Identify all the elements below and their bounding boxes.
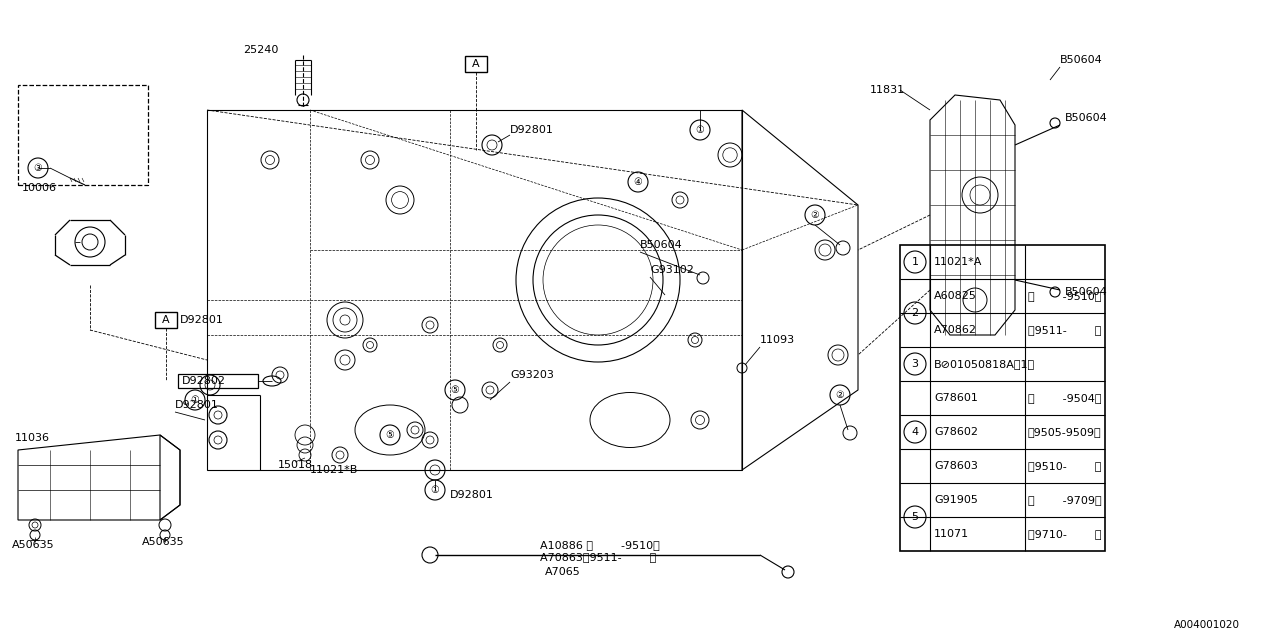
Text: A50635: A50635 (12, 540, 55, 550)
Text: 〈        -9709〉: 〈 -9709〉 (1028, 495, 1102, 505)
Text: ①: ① (695, 125, 704, 135)
Text: 〈        -9510〉: 〈 -9510〉 (1028, 291, 1101, 301)
Text: 4: 4 (911, 427, 919, 437)
Text: G78602: G78602 (934, 427, 978, 437)
Text: D92802: D92802 (182, 376, 227, 386)
Text: D92801: D92801 (175, 400, 219, 410)
Text: 11036: 11036 (15, 433, 50, 443)
Text: A50635: A50635 (142, 537, 184, 547)
Text: 〈9511-        〉: 〈9511- 〉 (1028, 325, 1101, 335)
Bar (465, 56, 486, 72)
Text: B50604: B50604 (1060, 55, 1103, 65)
Text: ④: ④ (634, 177, 643, 187)
Text: ②: ② (810, 210, 819, 220)
Text: 2: 2 (911, 308, 919, 318)
Text: ⑤: ⑤ (385, 430, 394, 440)
Text: ③: ③ (33, 163, 42, 173)
Text: G93102: G93102 (650, 265, 694, 275)
Text: 25240: 25240 (243, 45, 278, 55)
Text: 〈9510-        〉: 〈9510- 〉 (1028, 461, 1101, 471)
Text: B50604: B50604 (1065, 113, 1107, 123)
Text: D92801: D92801 (180, 315, 224, 325)
Bar (178, 374, 259, 388)
Text: 〈9710-        〉: 〈9710- 〉 (1028, 529, 1102, 539)
Text: A: A (472, 59, 480, 69)
Bar (900, 245, 1105, 551)
Text: ②: ② (836, 390, 845, 400)
Text: ①: ① (191, 395, 200, 405)
Text: ⑤: ⑤ (451, 385, 460, 395)
Text: G93203: G93203 (509, 370, 554, 380)
Bar (155, 312, 177, 328)
Text: 〈        -9504〉: 〈 -9504〉 (1028, 393, 1102, 403)
Text: D92801: D92801 (509, 125, 554, 135)
Text: A70862: A70862 (934, 325, 977, 335)
Text: 〈9505-9509〉: 〈9505-9509〉 (1028, 427, 1102, 437)
Text: 11093: 11093 (760, 335, 795, 345)
Text: A7065: A7065 (545, 567, 581, 577)
Text: 1: 1 (911, 257, 919, 267)
Text: 15018: 15018 (278, 460, 314, 470)
Text: 11021*B: 11021*B (310, 465, 358, 475)
Text: A: A (163, 315, 170, 325)
Text: B⊘01050818A〈1〉: B⊘01050818A〈1〉 (934, 359, 1036, 369)
Text: B50604: B50604 (1065, 287, 1107, 297)
Text: 11831: 11831 (870, 85, 905, 95)
Text: A60825: A60825 (934, 291, 977, 301)
Text: ①: ① (430, 485, 439, 495)
Text: 11021*A: 11021*A (934, 257, 982, 267)
Text: A70863〈9511-        〉: A70863〈9511- 〉 (540, 552, 657, 562)
Text: 10006: 10006 (22, 183, 58, 193)
Text: D92801: D92801 (451, 490, 494, 500)
Text: G78601: G78601 (934, 393, 978, 403)
Text: A10886 〈        -9510〉: A10886 〈 -9510〉 (540, 540, 659, 550)
Text: B50604: B50604 (640, 240, 682, 250)
Text: 11071: 11071 (934, 529, 969, 539)
Text: G91905: G91905 (934, 495, 978, 505)
Text: 5: 5 (911, 512, 919, 522)
Text: 3: 3 (911, 359, 919, 369)
Bar (18, 85, 148, 185)
Text: G78603: G78603 (934, 461, 978, 471)
Text: A004001020: A004001020 (1174, 620, 1240, 630)
